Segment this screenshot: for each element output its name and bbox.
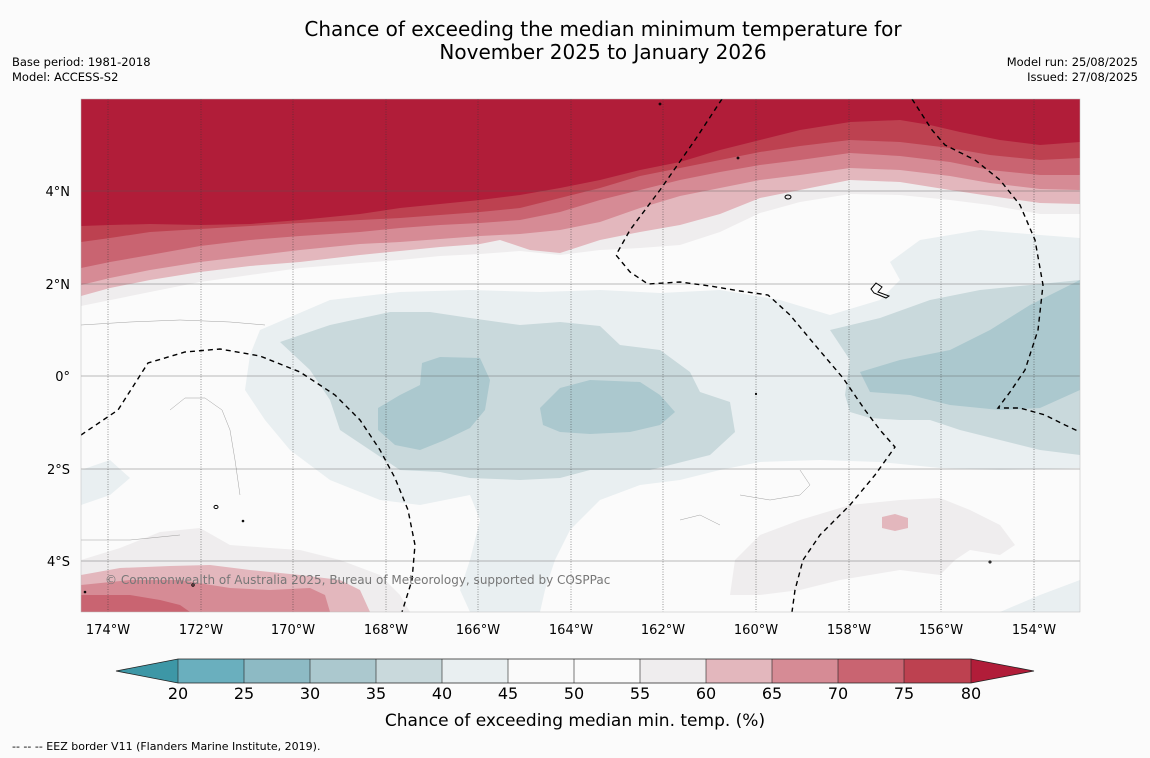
- band-30-35-east: [860, 280, 1080, 410]
- band-40-45-se: [1000, 580, 1080, 612]
- colorbar-tick: 65: [762, 684, 782, 703]
- eez-legend-footer: -- -- -- EEZ border V11 (Flanders Marine…: [12, 740, 321, 753]
- colorbar-tick: 55: [630, 684, 650, 703]
- copyright-text: © Commonwealth of Australia 2025, Bureau…: [105, 573, 610, 587]
- colorbar-segment: [442, 659, 508, 683]
- lon-label: 168°W: [364, 623, 408, 638]
- base-period: Base period: 1981-2018: [12, 55, 151, 69]
- lon-label: 160°W: [734, 623, 778, 638]
- colorbar-tick: 75: [894, 684, 914, 703]
- colorbar-extend-low: [116, 659, 178, 683]
- map-frame: [80, 98, 1081, 613]
- lon-label: 172°W: [179, 623, 223, 638]
- lon-label: 164°W: [549, 623, 593, 638]
- lon-label: 154°W: [1012, 623, 1056, 638]
- band-30-35: [378, 357, 490, 450]
- lat-label: 2°N: [46, 278, 71, 293]
- band-60-65-se: [882, 514, 908, 531]
- band-40-45-west: [81, 460, 130, 505]
- lon-label: 158°W: [827, 623, 871, 638]
- colorbar-segment: [178, 659, 244, 683]
- colorbar-tick: 35: [366, 684, 386, 703]
- band-55-60-se: [730, 498, 1015, 595]
- band-above-80: [81, 99, 1080, 226]
- meridians: [107, 99, 1035, 612]
- colorbar-tick: 20: [168, 684, 188, 703]
- islands: [83, 102, 992, 594]
- lat-labels: 4°N 2°N 0° 2°S 4°S: [46, 185, 71, 570]
- colorbar-segment: [244, 659, 310, 683]
- meta-left: Base period: 1981-2018 Model: ACCESS-S2: [12, 55, 151, 85]
- title-line-1: Chance of exceeding the median minimum t…: [304, 17, 902, 41]
- colorbar-segment: [706, 659, 772, 683]
- colorbar-segment: [904, 659, 971, 683]
- colorbar-tick: 60: [696, 684, 716, 703]
- lat-label: 4°S: [47, 555, 70, 570]
- chart-title: Chance of exceeding the median minimum t…: [0, 18, 1150, 64]
- colorbar-label: Chance of exceeding median min. temp. (%…: [385, 711, 765, 731]
- colorbar-segment: [376, 659, 442, 683]
- meta-right: Model run: 25/08/2025 Issued: 27/08/2025: [1007, 55, 1138, 85]
- lat-label: 2°S: [47, 463, 70, 478]
- contour-lines: [81, 319, 811, 541]
- lon-label: 156°W: [919, 623, 963, 638]
- colorbar-segment: [574, 659, 640, 683]
- lon-label: 170°W: [271, 623, 315, 638]
- colorbar-segment: [838, 659, 904, 683]
- colorbar: [115, 658, 1035, 684]
- model-run: Model run: 25/08/2025: [1006, 55, 1138, 69]
- eez-borders: [81, 99, 1080, 612]
- lon-label: 174°W: [86, 623, 130, 638]
- parallels: [81, 190, 1080, 562]
- colorbar-segment: [772, 659, 838, 683]
- colorbar-tick: 80: [961, 684, 981, 703]
- colorbar-tick: 50: [564, 684, 584, 703]
- colorbar-tick: 30: [300, 684, 320, 703]
- lon-label: 162°W: [641, 623, 685, 638]
- lat-label: 0°: [55, 370, 70, 385]
- colorbar-tick: 25: [234, 684, 254, 703]
- lat-label: 4°N: [46, 185, 71, 200]
- colorbar-segment: [508, 659, 574, 683]
- title-line-2: November 2025 to January 2026: [439, 40, 767, 64]
- colorbar-tick: 45: [498, 684, 518, 703]
- forecast-map: © Commonwealth of Australia 2025, Bureau…: [81, 99, 1080, 612]
- colorbar-tick: 70: [828, 684, 848, 703]
- colorbar-segment: [310, 659, 376, 683]
- model-name: Model: ACCESS-S2: [12, 70, 119, 84]
- lon-label: 166°W: [456, 623, 500, 638]
- colorbar-ticks: 20 25 30 35 40 45 50 55 60 65 70 75 80: [168, 684, 981, 703]
- band-30-35-center: [540, 380, 675, 434]
- colorbar-extend-high: [971, 659, 1034, 683]
- colorbar-tick: 40: [432, 684, 452, 703]
- issued-date: Issued: 27/08/2025: [1027, 70, 1138, 84]
- colorbar-segment: [640, 659, 706, 683]
- lon-labels: 174°W 172°W 170°W 168°W 166°W 164°W 162°…: [86, 623, 1056, 638]
